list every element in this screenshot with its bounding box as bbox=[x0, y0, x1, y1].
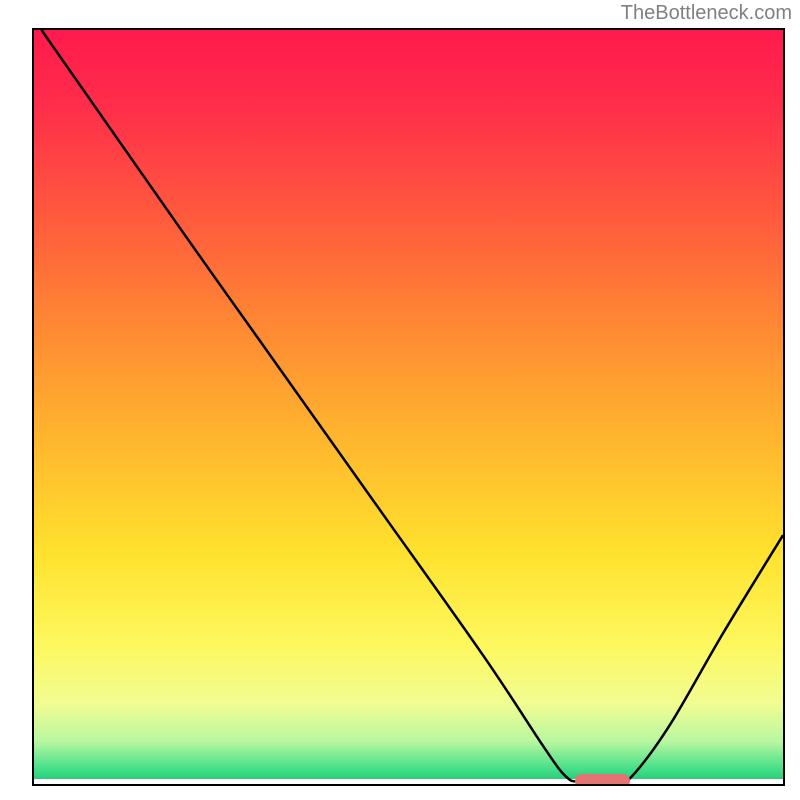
chart-plot-area bbox=[32, 28, 785, 786]
watermark-text: TheBottleneck.com bbox=[621, 2, 792, 25]
optimum-marker bbox=[575, 774, 629, 786]
chart-curve bbox=[34, 30, 783, 784]
